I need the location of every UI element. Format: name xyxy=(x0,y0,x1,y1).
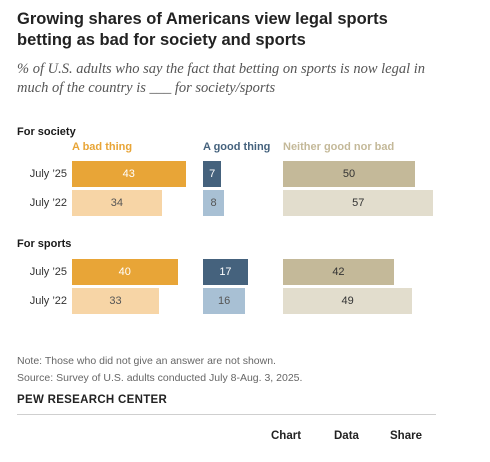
header-good-thing: A good thing xyxy=(203,141,271,153)
chart-source: Source: Survey of U.S. adults conducted … xyxy=(17,372,303,384)
data-tab-button[interactable]: Data xyxy=(334,430,359,442)
chart-tab-button[interactable]: Chart xyxy=(271,430,302,442)
bar: 40 xyxy=(72,259,178,285)
bar: 17 xyxy=(203,259,248,285)
chart-note: Note: Those who did not give an answer a… xyxy=(17,355,276,367)
bar-value-label: 57 xyxy=(352,197,365,209)
bar-value-label: 42 xyxy=(332,266,345,278)
bar-value-label: 43 xyxy=(122,168,135,180)
bar: 33 xyxy=(72,288,160,314)
header-neither: Neither good nor bad xyxy=(283,141,395,153)
row-label: July ’25 xyxy=(29,168,67,180)
bar: 43 xyxy=(72,161,186,187)
row-label: July ’22 xyxy=(29,295,67,307)
bar: 42 xyxy=(283,259,394,285)
org-name: PEW RESEARCH CENTER xyxy=(17,394,168,406)
bar-value-label: 7 xyxy=(209,168,216,180)
chart-title: Growing shares of Americans view legal s… xyxy=(17,10,388,49)
row-label: July ’22 xyxy=(29,197,67,209)
share-button[interactable]: Share xyxy=(390,430,422,442)
bar-value-label: 16 xyxy=(217,295,231,307)
bar-value-label: 40 xyxy=(118,266,131,278)
row-label: July ’25 xyxy=(29,266,67,278)
footer-divider xyxy=(17,414,436,415)
bar-value-label: 17 xyxy=(219,266,232,278)
bar: 7 xyxy=(203,161,222,187)
bar-value-label: 8 xyxy=(210,197,217,209)
bar: 8 xyxy=(203,190,225,216)
group-label: For sports xyxy=(17,238,72,250)
chart-subtitle: % of U.S. adults who say the fact that b… xyxy=(17,61,426,96)
group-label: For society xyxy=(17,126,76,138)
bar-value-label: 34 xyxy=(110,197,123,209)
bar-value-label: 49 xyxy=(341,295,354,307)
header-bad-thing: A bad thing xyxy=(72,141,133,153)
bar: 34 xyxy=(72,190,162,216)
bar-value-label: 50 xyxy=(342,168,356,180)
bar: 57 xyxy=(283,190,434,216)
bar: 16 xyxy=(203,288,246,314)
bar-value-label: 33 xyxy=(109,295,122,307)
bar: 49 xyxy=(283,288,413,314)
bar: 50 xyxy=(283,161,415,187)
